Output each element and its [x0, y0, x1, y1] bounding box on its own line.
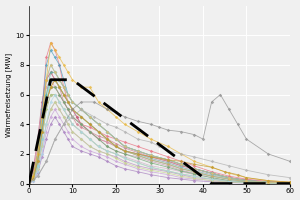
Y-axis label: Wärmefreisetzung [MW]: Wärmefreisetzung [MW]: [6, 53, 12, 137]
